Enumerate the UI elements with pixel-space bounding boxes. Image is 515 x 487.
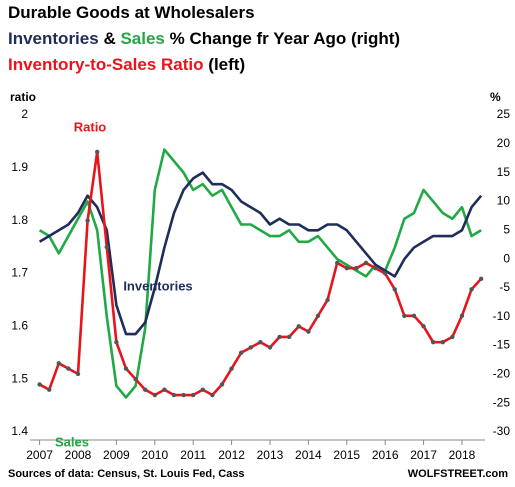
title-segment: (left) bbox=[208, 55, 245, 74]
series-marker bbox=[104, 244, 109, 250]
x-tick-label: 2017 bbox=[410, 448, 437, 462]
x-tick-label: 2007 bbox=[26, 448, 53, 462]
series-marker bbox=[392, 287, 397, 292]
x-tick-label: 2008 bbox=[65, 448, 92, 462]
series-marker bbox=[478, 276, 484, 281]
y-tick-label: 1.9 bbox=[11, 160, 28, 174]
x-tick-label: 2016 bbox=[372, 448, 399, 462]
y-tick-label: 1.5 bbox=[11, 371, 28, 385]
series-marker bbox=[258, 339, 263, 345]
y2-tick-label: -20 bbox=[493, 367, 511, 381]
y-tick-label: 1.4 bbox=[11, 424, 28, 438]
series-label: Inventories bbox=[123, 278, 192, 293]
series-marker bbox=[56, 361, 61, 366]
series-marker bbox=[229, 366, 234, 371]
x-tick-label: 2015 bbox=[333, 448, 360, 462]
series-marker bbox=[46, 387, 52, 392]
series-marker bbox=[450, 334, 455, 340]
series-marker bbox=[354, 266, 359, 271]
series-marker bbox=[123, 366, 129, 371]
series-marker bbox=[373, 266, 378, 271]
y-tick-label: 1.8 bbox=[11, 213, 28, 227]
y2-tick-label: 10 bbox=[497, 194, 511, 208]
series-marker bbox=[267, 345, 273, 350]
chart-title-line: Durable Goods at Wholesalers bbox=[8, 3, 255, 22]
y2-tick-label: 0 bbox=[503, 251, 510, 265]
y2-tick-label: 20 bbox=[497, 136, 511, 150]
series-marker bbox=[430, 339, 436, 345]
y2-tick-label: 15 bbox=[497, 165, 511, 179]
title-segment: & bbox=[103, 29, 115, 48]
series-marker bbox=[75, 371, 81, 377]
series-line bbox=[38, 171, 483, 336]
series-marker bbox=[344, 266, 349, 271]
series-marker bbox=[200, 387, 205, 392]
series-marker bbox=[469, 287, 474, 292]
title-segment: % Change fr Year Ago (right) bbox=[170, 29, 400, 48]
series-label: Sales bbox=[55, 434, 89, 449]
series-marker bbox=[440, 339, 445, 345]
y2-tick-label: 25 bbox=[497, 107, 511, 121]
series-marker bbox=[152, 392, 157, 398]
series-marker bbox=[248, 345, 253, 350]
series-label: Ratio bbox=[74, 119, 107, 134]
series-marker bbox=[114, 339, 119, 345]
series-marker bbox=[421, 324, 426, 329]
chart-title-line: Inventory-to-Sales Ratio (left) bbox=[8, 55, 245, 74]
series-marker bbox=[306, 329, 311, 334]
x-tick-label: 2014 bbox=[295, 448, 322, 462]
series-marker bbox=[181, 392, 186, 398]
title-segment: Sales bbox=[120, 29, 164, 48]
series-marker bbox=[210, 392, 215, 398]
series-line bbox=[38, 150, 483, 397]
x-tick-label: 2012 bbox=[218, 448, 245, 462]
y2-tick-label: -15 bbox=[493, 338, 511, 352]
series-marker bbox=[162, 387, 167, 392]
series-marker bbox=[219, 382, 225, 387]
x-tick-label: 2018 bbox=[449, 448, 476, 462]
y-tick-label: 1.7 bbox=[11, 266, 28, 280]
series-marker bbox=[133, 376, 138, 382]
series-marker bbox=[325, 297, 330, 303]
footer-source: Sources of data: Census, St. Louis Fed, … bbox=[8, 468, 245, 480]
series-marker bbox=[382, 271, 388, 276]
title-segment: Durable Goods at Wholesalers bbox=[8, 3, 255, 22]
title-segment: Inventory-to-Sales Ratio bbox=[8, 55, 204, 74]
x-tick-label: 2013 bbox=[257, 448, 284, 462]
title-segment: Inventories bbox=[8, 29, 99, 48]
y2-tick-label: 5 bbox=[503, 222, 510, 236]
y-tick-label: 1.6 bbox=[11, 319, 28, 333]
series-marker bbox=[171, 392, 177, 398]
series-marker bbox=[459, 313, 465, 318]
y2-tick-label: -10 bbox=[493, 309, 511, 323]
y2-tick-label: -5 bbox=[499, 280, 510, 294]
x-tick-label: 2009 bbox=[103, 448, 130, 462]
footer-brand: WOLFSTREET.com bbox=[408, 468, 508, 480]
series-marker bbox=[142, 387, 148, 392]
y2-axis-label: % bbox=[490, 90, 501, 104]
series-marker bbox=[85, 218, 90, 223]
series-marker bbox=[66, 366, 71, 371]
series-line bbox=[38, 148, 482, 399]
series-marker bbox=[296, 324, 301, 329]
chart-title-line: Inventories & Sales % Change fr Year Ago… bbox=[8, 29, 400, 48]
series-marker bbox=[334, 260, 340, 266]
series-marker bbox=[277, 334, 282, 340]
x-tick-label: 2011 bbox=[180, 448, 206, 462]
y-tick-label: 2 bbox=[21, 107, 28, 121]
series-marker bbox=[238, 350, 244, 355]
x-tick-label: 2010 bbox=[141, 448, 168, 462]
series-marker bbox=[37, 382, 42, 387]
y2-tick-label: -25 bbox=[493, 395, 511, 409]
series-marker bbox=[286, 334, 292, 340]
series-marker bbox=[411, 313, 417, 318]
y-axis-label: ratio bbox=[10, 90, 36, 104]
series-marker bbox=[315, 313, 321, 318]
series-marker bbox=[94, 149, 100, 155]
y2-tick-label: -30 bbox=[493, 424, 511, 438]
series-marker bbox=[363, 260, 369, 266]
series-marker bbox=[190, 392, 196, 398]
series-marker bbox=[402, 313, 407, 318]
